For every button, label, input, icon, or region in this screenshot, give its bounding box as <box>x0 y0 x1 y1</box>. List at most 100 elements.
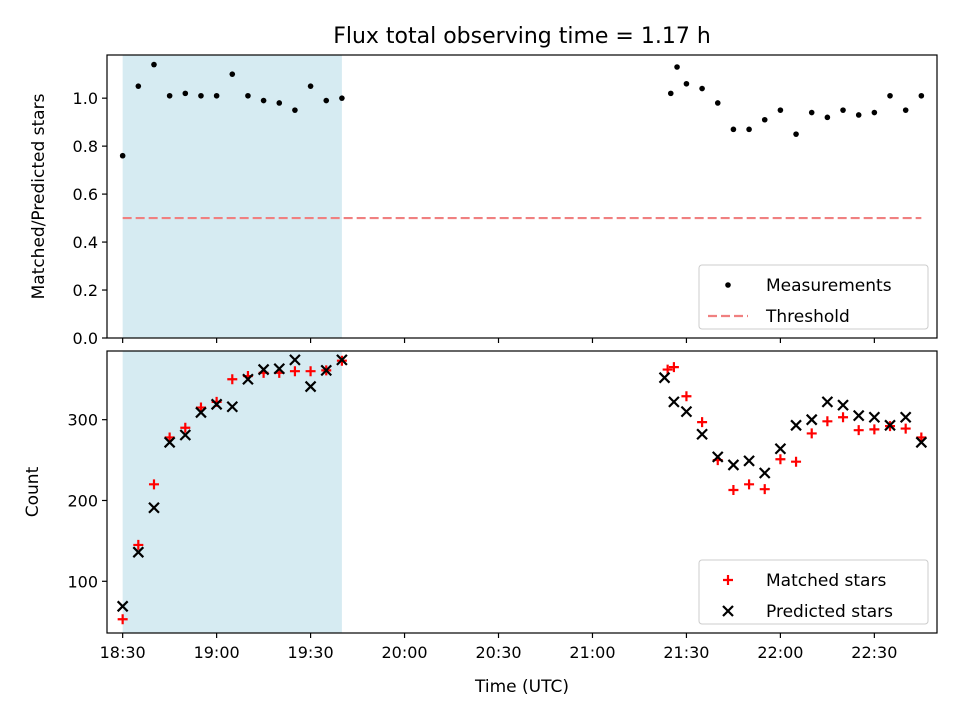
x-tick-label: 20:00 <box>381 643 427 662</box>
predicted-star-point <box>915 436 928 449</box>
legend-matched-swatch <box>723 575 733 585</box>
predicted-star-point <box>242 373 254 386</box>
predicted-star-point <box>658 371 671 384</box>
observing-span <box>122 351 342 633</box>
predicted-star-point <box>680 405 693 418</box>
measurement-point <box>683 80 690 87</box>
predicted-star-point <box>899 411 912 424</box>
predicted-star-point <box>743 455 755 467</box>
predicted-star-point <box>805 413 818 426</box>
y-tick-label: 0.6 <box>73 185 98 204</box>
legend-label: Matched stars <box>766 571 886 591</box>
measurement-point <box>674 64 680 70</box>
matched-star-point <box>668 362 679 373</box>
predicted-star-point <box>790 419 802 432</box>
measurement-point <box>198 92 204 99</box>
legend-box <box>698 264 929 330</box>
predicted-star-point <box>837 399 849 411</box>
predicted-star-point <box>289 354 301 366</box>
x-tick-label: 19:30 <box>288 643 334 662</box>
legend-predicted-swatch <box>722 605 734 617</box>
measurement-point <box>119 152 126 159</box>
predicted-star-point <box>116 600 129 613</box>
predicted-star-point <box>148 501 160 514</box>
measurement-point <box>902 107 909 113</box>
predicted-star-point <box>711 451 724 463</box>
predicted-star-point <box>273 362 286 375</box>
x-tick-label: 19:00 <box>194 643 240 662</box>
x-axis-label: Time (UTC) <box>474 677 569 697</box>
y-tick-label: 1.0 <box>73 89 98 108</box>
y-tick-label: 0.0 <box>73 329 98 348</box>
legend-box <box>698 559 929 625</box>
measurement-point <box>824 114 831 121</box>
y-tick-label: 100 <box>67 572 98 591</box>
matched-star-point <box>117 614 128 625</box>
measurement-point <box>151 61 157 68</box>
matched-star-point <box>697 417 708 428</box>
measurement-point <box>667 90 674 97</box>
x-tick-label: 21:00 <box>569 643 615 662</box>
y-axis-label: Matched/Predicted stars <box>29 93 49 299</box>
matched-star-point <box>853 425 864 436</box>
axes-frame <box>106 350 938 634</box>
y-tick-label: 300 <box>67 411 98 430</box>
predicted-star-point <box>179 429 192 441</box>
predicted-star-point <box>257 363 270 376</box>
legend-label: Measurements <box>766 276 892 296</box>
predicted-star-point <box>884 419 896 432</box>
legend: Matched stars Predicted stars <box>698 559 929 625</box>
predicted-star-point <box>668 396 680 408</box>
measurement-point <box>276 100 283 106</box>
measurement-point <box>855 112 862 118</box>
y-tick-label: 0.4 <box>73 233 98 252</box>
predicted-star-point <box>226 400 239 413</box>
measurement-point <box>777 107 784 113</box>
predicted-star-point <box>210 398 223 411</box>
measurement-point <box>135 83 142 89</box>
predicted-star-point <box>758 467 771 479</box>
predicted-star-point <box>304 380 317 393</box>
predicted-star-point <box>821 396 834 408</box>
measurement-point <box>699 85 705 92</box>
measurement-point <box>887 92 893 99</box>
matched-star-point <box>662 364 673 375</box>
x-tick-label: 20:30 <box>475 643 521 662</box>
measurement-point <box>793 131 799 137</box>
measurement-point <box>260 97 267 104</box>
measurement-point <box>918 92 925 99</box>
ratio-panel: 0.0 0.2 0.4 0.6 0.8 1.0 Matched/Predicted star… <box>29 54 938 348</box>
matched-star-point <box>806 428 817 439</box>
measurement-point <box>746 126 752 133</box>
chart-title: Flux total observing time = 1.17 h <box>333 24 711 49</box>
matched-star-point <box>775 454 786 465</box>
matched-star-point <box>744 479 755 490</box>
measurement-point <box>840 107 846 113</box>
legend-label: Threshold <box>765 307 850 327</box>
measurement-point <box>229 71 236 77</box>
matched-star-point <box>822 416 833 427</box>
matched-star-point <box>681 391 692 402</box>
measurement-point <box>292 107 298 113</box>
matched-star-point <box>869 424 880 435</box>
measurement-point <box>714 100 721 106</box>
observing-span <box>122 55 342 338</box>
predicted-star-point <box>132 546 145 558</box>
legend-label: Predicted stars <box>766 602 893 622</box>
measurement-point <box>182 90 189 97</box>
matched-star-point <box>227 374 238 385</box>
matched-star-point <box>838 412 849 423</box>
measurement-point <box>730 126 737 133</box>
measurement-point <box>871 109 878 116</box>
matched-star-point <box>133 539 144 550</box>
matched-star-point <box>759 484 770 495</box>
matched-star-point <box>728 484 739 495</box>
measurement-point <box>245 92 251 99</box>
x-tick-label: 22:00 <box>757 643 803 662</box>
y-axis-label: Count <box>23 466 43 517</box>
measurement-point <box>307 83 314 89</box>
axes-frame <box>106 54 938 339</box>
predicted-star-point <box>727 459 740 471</box>
matched-star-point <box>148 479 159 490</box>
